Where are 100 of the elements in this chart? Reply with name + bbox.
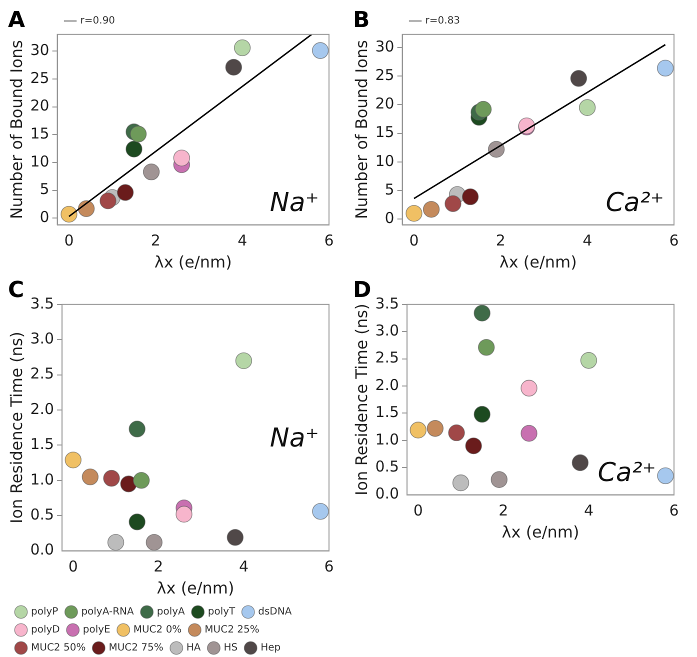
y-tick-label: 0.0 <box>30 540 54 559</box>
point <box>410 422 427 438</box>
y-tick-label: 25 <box>375 66 394 84</box>
point <box>176 506 192 523</box>
y-tick-label: 2.0 <box>30 400 54 418</box>
y-tick-label: 5 <box>40 180 50 198</box>
point <box>448 424 465 442</box>
y-tick-label: 20 <box>30 96 50 115</box>
y-tick-label: 2.0 <box>375 376 400 394</box>
y-tick-label: 15 <box>30 124 50 142</box>
chart-title: B <box>353 8 370 33</box>
chart-title: D <box>353 278 372 303</box>
x-axis-title: λx (e/nm) <box>499 252 577 272</box>
y-tick-label: 3.5 <box>375 294 400 312</box>
annotation: Na⁺ <box>270 424 319 454</box>
x-tick-label: 6 <box>669 502 679 520</box>
point <box>64 452 82 468</box>
y-tick-label: 5 <box>384 180 394 198</box>
y-tick-label: 25 <box>30 68 50 87</box>
y-axis-title: Number of Bound Ions <box>6 40 26 220</box>
y-tick-label: 10 <box>30 152 50 170</box>
legend-label: polyT <box>208 606 236 618</box>
point <box>474 406 491 423</box>
x-tick-label: 2 <box>498 502 508 520</box>
point <box>234 39 251 56</box>
x-tick-label: 4 <box>584 502 594 520</box>
point <box>103 470 120 487</box>
y-tick-label: 3.0 <box>30 329 54 348</box>
legend-label: MUC2 0% <box>133 624 182 636</box>
legend-label: Hep <box>260 642 281 654</box>
x-tick-label: 2 <box>496 232 506 250</box>
x-tick-label: 6 <box>324 558 334 576</box>
x-tick-label: 0 <box>68 558 78 576</box>
y-tick-label: 2.5 <box>30 364 54 383</box>
x-tick-label: 4 <box>238 558 248 576</box>
point <box>657 467 674 484</box>
legend-label: polyA-RNA <box>81 606 134 618</box>
y-axis-title: Ion Residence Time (ns) <box>6 332 26 524</box>
legend-label: polyP <box>31 606 58 618</box>
annotation: Na⁺ <box>270 188 319 218</box>
y-tick-label: 20 <box>375 94 394 113</box>
point <box>126 140 142 158</box>
point <box>128 514 146 530</box>
point <box>128 420 146 438</box>
legend-label: dsDNA <box>258 606 292 618</box>
point <box>406 204 422 222</box>
x-tick-label: 2 <box>150 232 160 250</box>
annotation: Ca²⁺ <box>598 458 656 488</box>
point <box>100 192 116 210</box>
point <box>226 529 244 546</box>
y-tick-label: 1.5 <box>30 435 54 454</box>
legend-label: polyD <box>31 624 60 636</box>
y-tick-label: 0.0 <box>375 484 400 503</box>
point <box>312 42 329 59</box>
legend-label: polyE <box>82 624 110 636</box>
x-tick-label: 0 <box>409 232 419 250</box>
chart-title: A <box>8 8 26 33</box>
point <box>107 534 124 551</box>
y-tick-label: 1.5 <box>375 403 400 422</box>
annotation: Ca²⁺ <box>606 188 664 218</box>
y-axis-title: Ion Residence Time (ns) <box>352 304 371 496</box>
point <box>520 424 538 442</box>
x-tick-label: 2 <box>154 558 164 576</box>
x-tick-label: 6 <box>669 232 679 250</box>
point <box>116 184 134 201</box>
y-tick-label: 1.0 <box>30 470 54 488</box>
legend-label: HA <box>186 642 201 654</box>
x-axis-title: λx (e/nm) <box>502 522 580 542</box>
x-axis-title: λx (e/nm) <box>154 252 232 272</box>
y-tick-label: 0.5 <box>30 505 54 524</box>
legend-label: MUC2 25% <box>204 624 260 636</box>
x-axis-title: λx (e/nm) <box>156 578 234 598</box>
y-tick-label: 1.0 <box>375 430 400 448</box>
legend-label: MUC2 50% <box>31 642 86 654</box>
point <box>132 472 150 489</box>
y-tick-label: 3.5 <box>30 294 54 312</box>
point <box>474 304 491 322</box>
point <box>82 468 99 486</box>
point <box>173 150 190 166</box>
point <box>142 164 160 180</box>
point <box>422 200 440 218</box>
x-tick-label: 4 <box>582 232 592 250</box>
point <box>225 58 242 76</box>
point <box>474 100 492 118</box>
point <box>580 352 598 369</box>
x-tick-label: 6 <box>324 232 334 250</box>
point <box>578 99 596 116</box>
x-tick-label: 0 <box>413 502 423 520</box>
point <box>235 352 252 370</box>
point <box>146 534 163 551</box>
point <box>462 188 479 206</box>
point <box>444 195 462 212</box>
point <box>130 126 147 142</box>
point <box>572 454 589 472</box>
y-tick-label: 15 <box>375 123 394 142</box>
point <box>520 380 538 397</box>
x-tick-label: 4 <box>238 232 248 250</box>
chart-title: C <box>8 278 24 303</box>
y-tick-label: 2.5 <box>375 348 400 367</box>
y-tick-label: 30 <box>375 37 394 56</box>
